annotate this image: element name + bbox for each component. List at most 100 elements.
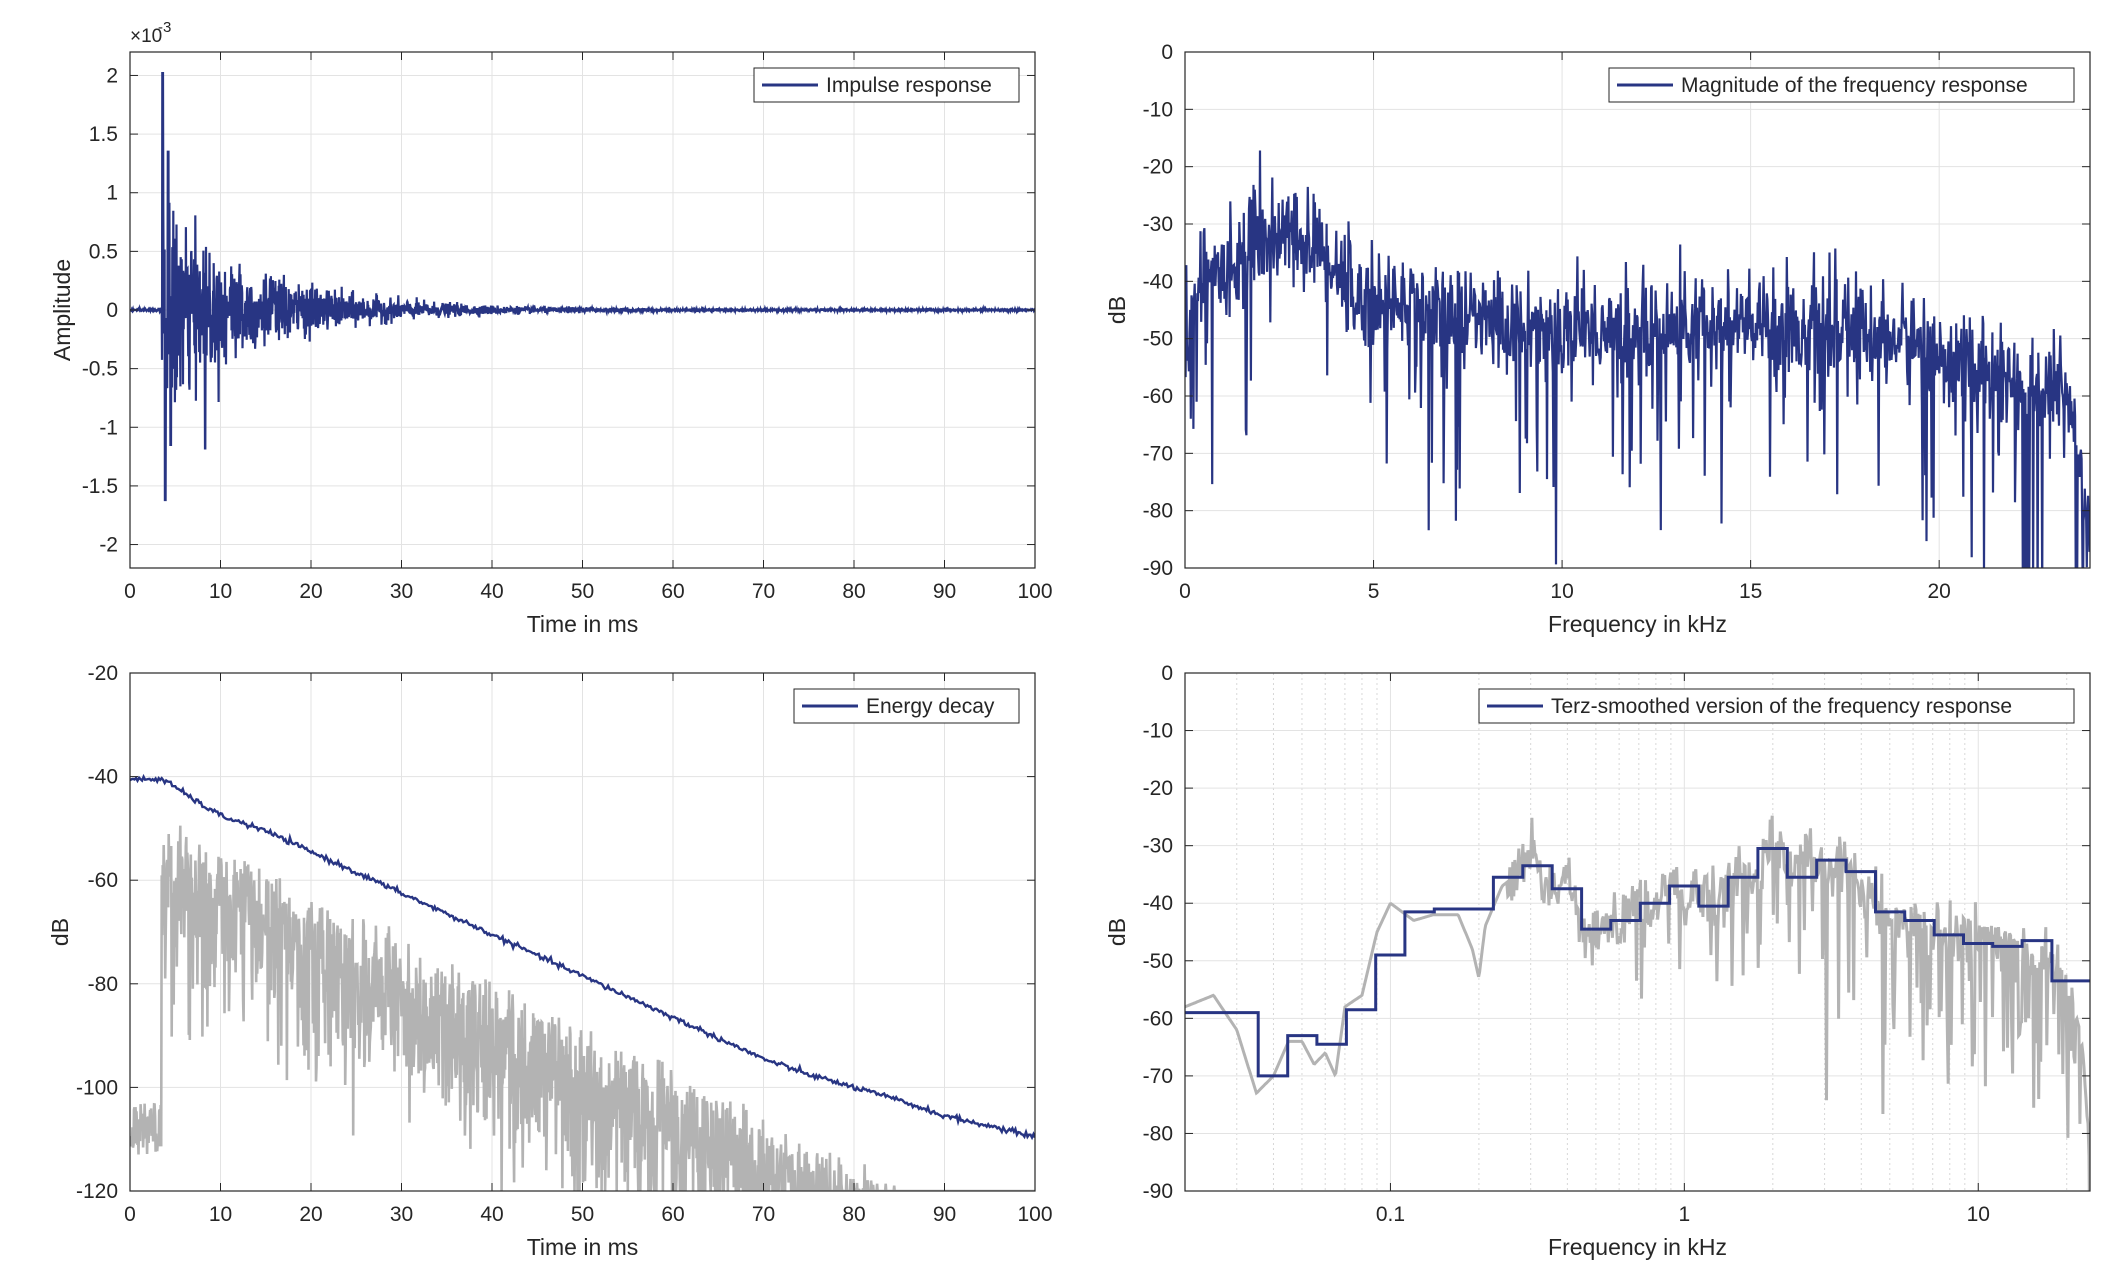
x-tick-label: 5 bbox=[1368, 580, 1380, 603]
x-tick-label: 30 bbox=[390, 1203, 413, 1226]
y-tick-label: 1 bbox=[106, 182, 118, 205]
y-tick-label: 0 bbox=[106, 299, 118, 322]
y-tick-label: -10 bbox=[1143, 98, 1173, 121]
x-tick-label: 10 bbox=[209, 580, 232, 603]
magnitude-response-panel: 0 5 10 15 20 0 -10 -20 -30 -40 -50 -60 -70 -80 -90 Freq… bbox=[1104, 41, 2091, 637]
x-tick-label: 0 bbox=[1179, 580, 1191, 603]
x-tick-label: 10 bbox=[209, 1203, 232, 1226]
y-tick-label: -120 bbox=[76, 1180, 118, 1203]
y-tick-label: -90 bbox=[1143, 557, 1173, 580]
y-tick-label: -1 bbox=[99, 416, 118, 439]
legend-box bbox=[1608, 67, 2075, 103]
x-tick-label: 50 bbox=[571, 580, 594, 603]
y-tick-label: 0 bbox=[1161, 41, 1173, 64]
y-tick-label: -10 bbox=[1143, 720, 1173, 743]
raw-frequency-response-line bbox=[1185, 815, 2090, 1191]
legend: Energy decay bbox=[793, 688, 1020, 724]
y-tick-label: -60 bbox=[88, 869, 118, 892]
x-tick-label: 90 bbox=[933, 580, 956, 603]
y-tick-label: 0.5 bbox=[89, 240, 118, 263]
impulse-response-line bbox=[130, 71, 1035, 502]
plot-area bbox=[1185, 52, 2090, 568]
x-tick-label: 80 bbox=[842, 580, 865, 603]
x-tick-label: 20 bbox=[1927, 580, 1950, 603]
x-tick-label: 0 bbox=[124, 1203, 136, 1226]
y-tick-label: -50 bbox=[1143, 328, 1173, 351]
series-group bbox=[130, 773, 1035, 1191]
y-tick-label: 2 bbox=[106, 64, 118, 87]
y-axis-label: Amplitude bbox=[49, 259, 75, 361]
legend: Terz-smoothed version of the frequency r… bbox=[1478, 688, 2075, 724]
y-tick-label: -50 bbox=[1143, 950, 1173, 973]
axis-exponent-label: ×10 bbox=[130, 26, 162, 47]
y-tick-label: -40 bbox=[1143, 892, 1173, 915]
y-tick-label: -30 bbox=[1143, 213, 1173, 236]
x-tick-label: 100 bbox=[1017, 1203, 1052, 1226]
x-axis-label: Time in ms bbox=[527, 1234, 639, 1260]
legend: Impulse response bbox=[753, 67, 1020, 103]
x-tick-label: 30 bbox=[390, 580, 413, 603]
magnitude-line bbox=[1185, 150, 2090, 568]
x-tick-label: 10 bbox=[1967, 1203, 1990, 1226]
y-tick-label: -80 bbox=[1143, 1122, 1173, 1145]
axes-box bbox=[1184, 51, 2091, 569]
y-tick-label: -90 bbox=[1143, 1180, 1173, 1203]
y-tick-label: -20 bbox=[1143, 156, 1173, 179]
y-tick-label: 0 bbox=[1161, 662, 1173, 685]
legend-label: Magnitude of the frequency response bbox=[1681, 74, 2028, 97]
y-tick-label: -60 bbox=[1143, 385, 1173, 408]
x-tick-label: 70 bbox=[752, 1203, 775, 1226]
y-tick-label: -70 bbox=[1143, 1065, 1173, 1088]
terz-smoothed-panel: 0.1 1 10 0 -10 -20 -30 -40 -50 -60 -70 -80 -90 Freque… bbox=[1104, 662, 2091, 1260]
x-tick-label: 60 bbox=[661, 580, 684, 603]
terz-smoothed-line bbox=[1185, 847, 2090, 1078]
y-tick-label: 1.5 bbox=[89, 123, 118, 146]
y-tick-label: -1.5 bbox=[82, 475, 118, 498]
x-tick-label: 1 bbox=[1678, 1203, 1690, 1226]
x-axis-label: Frequency in kHz bbox=[1548, 1234, 1727, 1260]
x-tick-label: 0 bbox=[124, 580, 136, 603]
y-tick-label: -40 bbox=[88, 766, 118, 789]
x-tick-label: 90 bbox=[933, 1203, 956, 1226]
x-tick-label: 40 bbox=[480, 580, 503, 603]
y-tick-label: -80 bbox=[88, 973, 118, 996]
x-tick-label: 20 bbox=[299, 1203, 322, 1226]
y-tick-label: -0.5 bbox=[82, 358, 118, 381]
y-axis-label: dB bbox=[1104, 918, 1130, 946]
x-tick-label: 50 bbox=[571, 1203, 594, 1226]
x-tick-label: 100 bbox=[1017, 580, 1052, 603]
y-axis-label: dB bbox=[1104, 296, 1130, 324]
legend-label: Terz-smoothed version of the frequency r… bbox=[1551, 695, 2012, 718]
y-tick-label: -30 bbox=[1143, 835, 1173, 858]
y-tick-label: -100 bbox=[76, 1076, 118, 1099]
x-axis-label: Frequency in kHz bbox=[1548, 611, 1727, 637]
x-tick-label: 40 bbox=[480, 1203, 503, 1226]
y-tick-label: -20 bbox=[1143, 777, 1173, 800]
x-tick-label: 15 bbox=[1739, 580, 1762, 603]
x-axis-label: Time in ms bbox=[527, 611, 639, 637]
x-tick-label: 70 bbox=[752, 580, 775, 603]
legend: Magnitude of the frequency response bbox=[1608, 67, 2075, 103]
energy-decay-panel: 0 10 20 30 40 50 60 70 80 90 100 -20 -40 -60 -80 -100 -1… bbox=[47, 662, 1053, 1260]
legend-box bbox=[1478, 688, 2075, 724]
y-tick-label: -20 bbox=[88, 662, 118, 685]
x-tick-label: 80 bbox=[842, 1203, 865, 1226]
legend-label: Impulse response bbox=[826, 74, 992, 97]
y-tick-label: -80 bbox=[1143, 500, 1173, 523]
instantaneous-energy-line bbox=[130, 825, 1035, 1191]
x-tick-label: 0.1 bbox=[1376, 1203, 1405, 1226]
impulse-response-panel: 0 10 20 30 40 50 60 70 80 90 100 -2 -1.5 -1 -0.5 0 0.5 1 1… bbox=[49, 19, 1053, 637]
y-tick-label: -2 bbox=[99, 534, 118, 557]
y-tick-label: -70 bbox=[1143, 442, 1173, 465]
energy-decay-line bbox=[130, 773, 1035, 1141]
axes-box bbox=[1184, 672, 2091, 1192]
y-tick-label: -40 bbox=[1143, 270, 1173, 293]
legend-label: Energy decay bbox=[866, 695, 995, 718]
x-tick-label: 20 bbox=[299, 580, 322, 603]
y-axis-label: dB bbox=[47, 918, 73, 946]
series-group bbox=[1185, 150, 2090, 568]
series-group bbox=[130, 71, 1035, 502]
x-tick-label: 10 bbox=[1550, 580, 1573, 603]
y-tick-label: -60 bbox=[1143, 1007, 1173, 1030]
